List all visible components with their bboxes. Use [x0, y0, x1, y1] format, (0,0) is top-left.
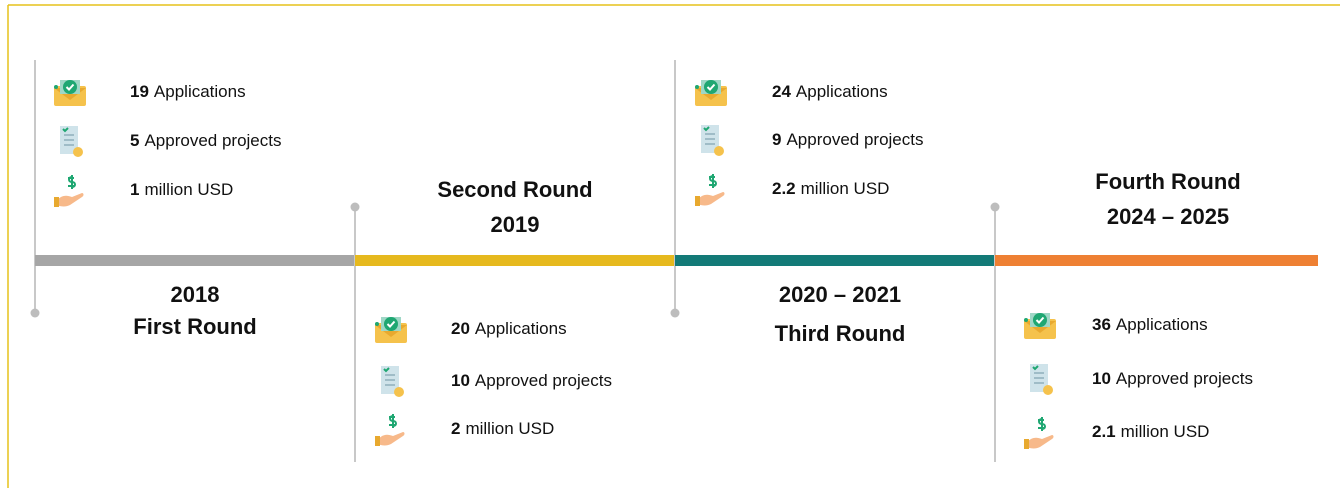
stat-icon — [380, 365, 405, 398]
stat-value: 9 — [772, 130, 781, 149]
stat-text: 10 Approved projects — [1092, 369, 1253, 388]
round-heading: 2020 – 2021 — [779, 282, 901, 307]
stat-icon — [693, 78, 729, 108]
stat-value: 2.2 — [772, 179, 796, 198]
stat-text: 2 million USD — [451, 419, 554, 438]
stat-text: 36 Applications — [1092, 315, 1208, 334]
stat-label: Applications — [475, 319, 567, 338]
stat-value: 1 — [130, 180, 139, 199]
stat-label: million USD — [465, 419, 554, 438]
stat-text: 9 Approved projects — [772, 130, 924, 149]
round-heading: First Round — [133, 314, 256, 339]
round-marker-dot — [670, 308, 680, 318]
stat-text: 19 Applications — [130, 82, 246, 101]
stat-icon — [1029, 363, 1054, 396]
stat-icon — [1023, 416, 1055, 450]
stat-text: 5 Approved projects — [130, 131, 282, 150]
timeline-segment — [355, 255, 675, 266]
stat-icon — [374, 413, 406, 447]
stat-icon — [700, 124, 725, 157]
stat-text: 1 million USD — [130, 180, 233, 199]
stat-text: 10 Approved projects — [451, 371, 612, 390]
round-heading: 2018 — [171, 282, 220, 307]
stat-label: million USD — [801, 179, 890, 198]
stat-label: Approved projects — [786, 130, 923, 149]
stat-value: 5 — [130, 131, 139, 150]
round-heading: Second Round — [437, 177, 592, 202]
stat-value: 2.1 — [1092, 422, 1116, 441]
stat-value: 2 — [451, 419, 460, 438]
stat-label: Approved projects — [475, 371, 612, 390]
stat-icon — [52, 78, 88, 108]
stat-icon — [53, 174, 85, 208]
stat-value: 10 — [1092, 369, 1111, 388]
stat-text: 2.2 million USD — [772, 179, 889, 198]
stat-value: 10 — [451, 371, 470, 390]
stat-label: Approved projects — [1116, 369, 1253, 388]
stat-label: Applications — [796, 82, 888, 101]
timeline-segment — [35, 255, 355, 266]
stat-value: 36 — [1092, 315, 1111, 334]
timeline-segment — [675, 255, 995, 266]
round-heading: 2024 – 2025 — [1107, 204, 1229, 229]
stat-label: million USD — [144, 180, 233, 199]
round-marker-dot — [30, 308, 40, 318]
round-marker-dot — [350, 202, 360, 212]
stat-value: 19 — [130, 82, 149, 101]
stat-icon — [694, 173, 726, 207]
stat-icon — [373, 315, 409, 345]
stat-label: Applications — [1116, 315, 1208, 334]
round-heading: Third Round — [775, 321, 906, 346]
stat-text: 20 Applications — [451, 319, 567, 338]
stat-value: 20 — [451, 319, 470, 338]
round-marker-dot — [990, 202, 1000, 212]
stat-icon — [1022, 311, 1058, 341]
stat-label: million USD — [1121, 422, 1210, 441]
timeline-segment — [995, 255, 1318, 266]
stat-value: 24 — [772, 82, 791, 101]
round-heading: Fourth Round — [1095, 169, 1240, 194]
round-heading: 2019 — [491, 212, 540, 237]
stat-icon — [59, 125, 84, 158]
stat-label: Applications — [154, 82, 246, 101]
stat-label: Approved projects — [144, 131, 281, 150]
stat-text: 2.1 million USD — [1092, 422, 1209, 441]
stat-text: 24 Applications — [772, 82, 888, 101]
